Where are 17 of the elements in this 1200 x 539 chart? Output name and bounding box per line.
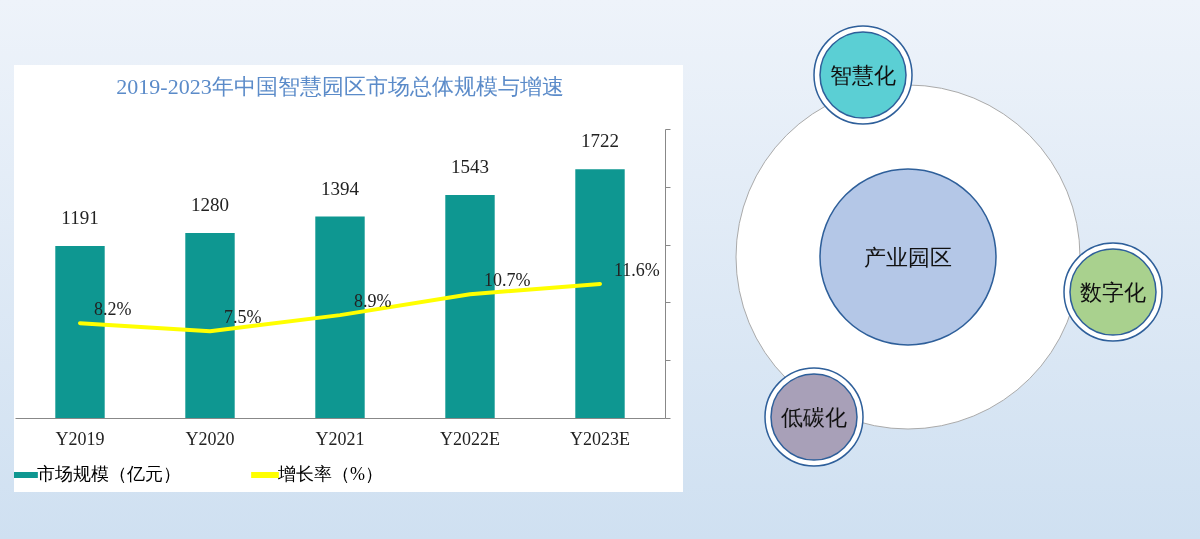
x-tick-label: Y2020: [185, 428, 235, 449]
data-label: 1394: [321, 177, 360, 199]
text: 产业园区: [864, 245, 952, 270]
x-tick-label: Y2023E: [570, 428, 630, 449]
legend-label: 增长率（%）: [277, 464, 383, 484]
legend-label: 市场规模（亿元）: [37, 464, 181, 484]
x-tick-label: Y2021: [315, 428, 365, 449]
x-tick-label: Y2019: [55, 428, 105, 449]
data-label: 1722: [581, 130, 619, 152]
text: 低碳化: [781, 405, 847, 430]
x-tick-label: Y2022E: [440, 428, 500, 449]
text: 智慧化: [830, 63, 896, 88]
chart-title: 2019-2023年中国智慧园区市场总体规模与增速: [116, 73, 564, 99]
data-label: 1280: [191, 194, 229, 216]
text: 数字化: [1080, 280, 1146, 305]
data-label: 1191: [61, 206, 99, 228]
data-label: 1543: [451, 156, 489, 178]
